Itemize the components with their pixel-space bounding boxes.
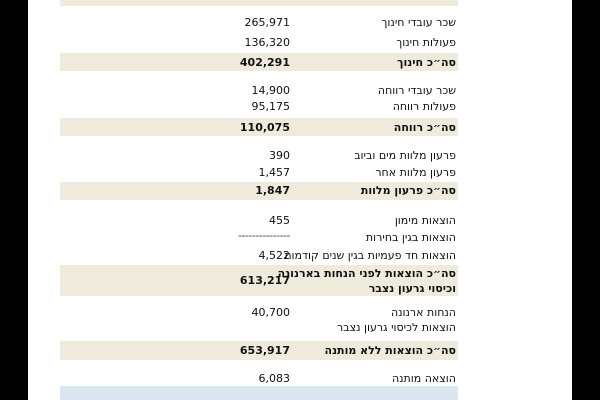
total-row-band <box>60 118 458 136</box>
total-label: סה״כ רווחה <box>393 121 456 134</box>
row-label: הוצאות חד פעמיות בגין שנים קודמות <box>284 249 456 262</box>
row-value: 14,900 <box>251 84 291 97</box>
total-value: 110,075 <box>239 121 290 134</box>
row-value: 455 <box>269 214 290 227</box>
summary-row-band <box>60 386 458 400</box>
total-value: 1,847 <box>255 184 290 197</box>
total-label: וכיסוי גרעון נצבר <box>368 282 456 295</box>
row-value: 1,457 <box>258 166 291 179</box>
row-value: 95,175 <box>251 100 291 113</box>
row-value: 40,700 <box>251 306 291 319</box>
row-value: 6,083 <box>258 372 291 385</box>
total-row-band <box>60 265 458 296</box>
row-label: פעולות רווחה <box>392 100 456 113</box>
row-value: 390 <box>269 149 290 162</box>
total-value: 402,291 <box>239 56 290 69</box>
row-value: 4,522 <box>258 249 291 262</box>
row-label: שכר עובדי רווחה <box>377 84 456 97</box>
row-label: פעולות חינוך <box>396 36 456 49</box>
total-label: סה״כ פרעון מלוות <box>360 184 456 197</box>
row-label: הנחות ארנונה <box>390 306 456 319</box>
total-row-band <box>60 53 458 71</box>
row-value: --------------- <box>237 229 291 242</box>
row-label: הוצאה מותנה <box>391 372 456 385</box>
row-value: 265,971 <box>244 16 291 29</box>
row-label: הוצאות לכיסוי גרעון נצבר <box>336 321 456 334</box>
row-label: פרעון מלוות אחר <box>375 166 456 179</box>
document-page: שכר עובדי חינוך 265,971 פעולות חינוך 136… <box>28 0 572 400</box>
total-label: סה״כ הוצאות ללא מותנה <box>324 344 456 357</box>
row-label: פרעון מלוות מים וביוב <box>354 149 456 162</box>
row-label: הוצאות בגין בחירות <box>365 231 456 244</box>
total-value: 653,917 <box>239 344 290 357</box>
total-value: 613,217 <box>239 274 290 287</box>
total-label: סה״כ הוצאות לפני הנחות בארנונה <box>277 267 456 280</box>
total-row-band <box>60 0 458 6</box>
row-label: הוצאות מימון <box>394 214 456 227</box>
row-value: 136,320 <box>244 36 291 49</box>
row-label: שכר עובדי חינוך <box>381 16 456 29</box>
total-row-band <box>60 182 458 200</box>
total-row-band <box>60 341 458 360</box>
total-label: סה״כ חינוך <box>397 56 456 69</box>
